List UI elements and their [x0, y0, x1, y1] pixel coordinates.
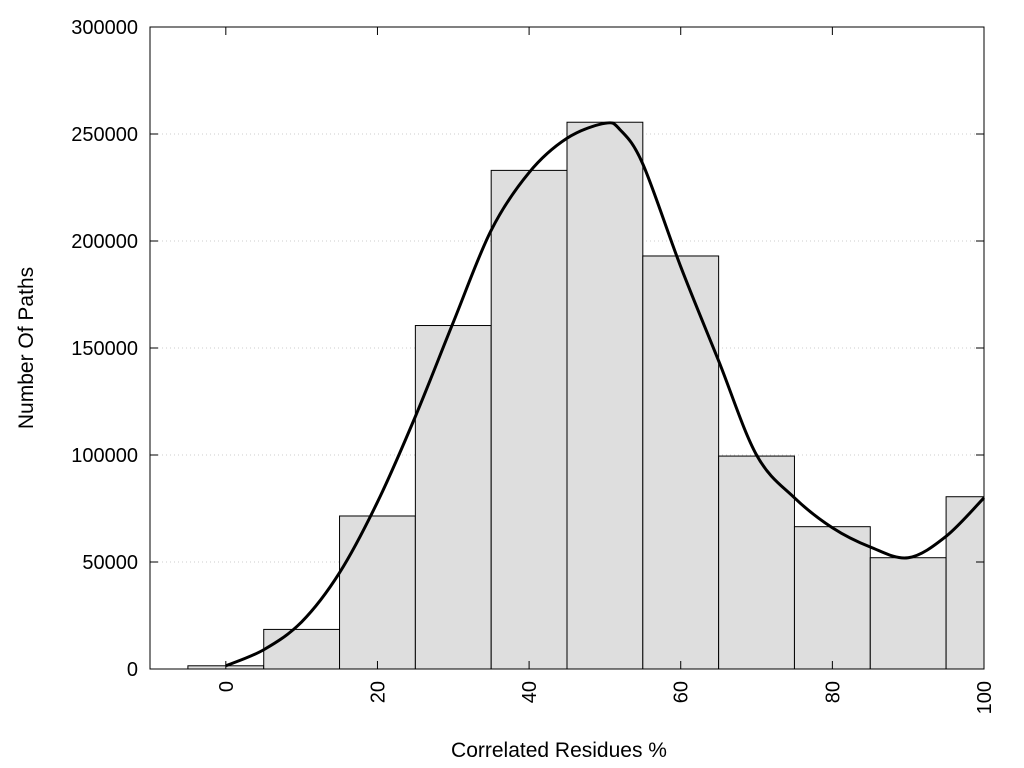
x-tick-label: 40	[519, 681, 541, 703]
x-tick-layer: 0 20 40 60 80 100	[216, 27, 996, 714]
y-tick-label: 300000	[71, 17, 138, 39]
histogram-bar	[566, 121, 644, 670]
histogram-bar	[263, 628, 341, 670]
x-tick-label: 0	[216, 681, 238, 692]
histogram-bar	[642, 255, 720, 670]
y-tick-label: 0	[127, 659, 138, 681]
histogram-bar	[945, 496, 985, 670]
y-tick-label: 200000	[71, 231, 138, 253]
x-axis-label: Correlated Residues %	[451, 739, 667, 762]
y-tick-label: 50000	[82, 552, 138, 574]
histogram-bar	[339, 515, 416, 670]
histogram-bar	[869, 557, 947, 670]
histogram-bar	[793, 526, 871, 670]
x-tick-label: 60	[671, 681, 693, 703]
histogram-bar	[718, 455, 795, 670]
y-tick-label: 250000	[71, 124, 138, 146]
y-axis-label: Number Of Paths	[15, 267, 38, 429]
histogram-bar	[490, 169, 568, 670]
bar-layer	[187, 121, 985, 670]
x-tick-label: 20	[367, 681, 389, 703]
curve-layer	[225, 121, 986, 668]
density-curve	[225, 121, 986, 668]
x-tick-label: 100	[974, 681, 996, 714]
y-tick-layer: 0 50000 100000 150000 200000 250000 300000	[71, 17, 984, 681]
histogram-bar	[414, 325, 492, 670]
y-tick-label: 150000	[71, 338, 138, 360]
y-tick-label: 100000	[71, 445, 138, 467]
x-tick-label: 80	[822, 681, 844, 703]
